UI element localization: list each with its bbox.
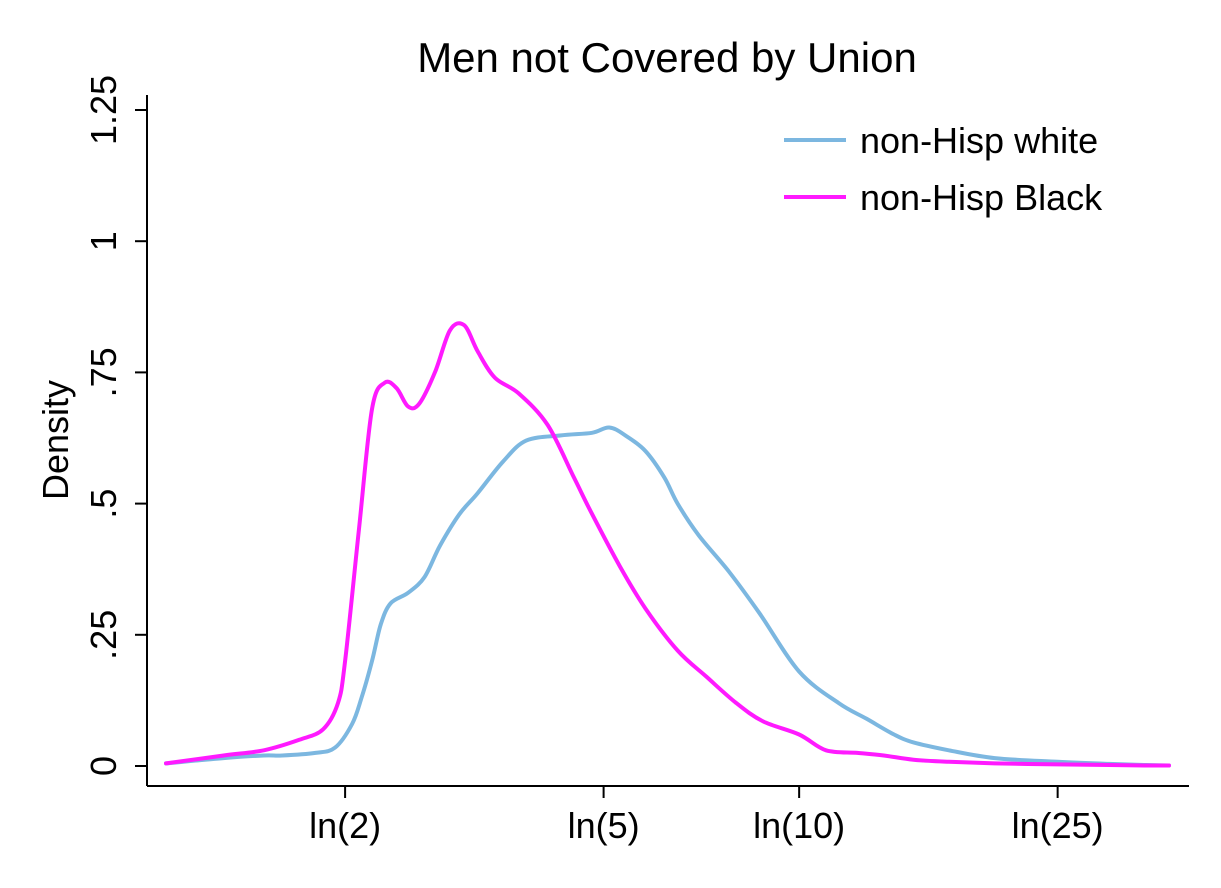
- legend-label: non-Hisp white: [860, 120, 1098, 161]
- y-axis-title: Density: [35, 380, 76, 500]
- legend-label: non-Hisp Black: [860, 177, 1103, 218]
- y-tick-label: .75: [83, 347, 124, 397]
- series-line-white: [164, 425, 1171, 768]
- x-axis-ticks: ln(2) ln(5) ln(10) ln(25): [309, 786, 1104, 846]
- x-tick-label: ln(5): [568, 805, 640, 846]
- y-tick-label: 0: [83, 756, 124, 776]
- chart-title: Men not Covered by Union: [417, 34, 917, 81]
- y-tick-label: .5: [83, 489, 124, 519]
- x-tick-label: ln(25): [1012, 805, 1104, 846]
- y-tick-label: 1: [83, 231, 124, 251]
- y-tick-label: .25: [83, 610, 124, 660]
- x-tick-label: ln(2): [309, 805, 381, 846]
- legend: non-Hisp white non-Hisp Black: [784, 120, 1103, 218]
- y-tick-label: 1.25: [83, 75, 124, 145]
- series-line-black: [164, 321, 1171, 768]
- y-axis-ticks: 0 .25 .5 .75 1 1.25: [83, 75, 147, 776]
- x-tick-label: ln(10): [753, 805, 845, 846]
- series-lines: [164, 321, 1171, 768]
